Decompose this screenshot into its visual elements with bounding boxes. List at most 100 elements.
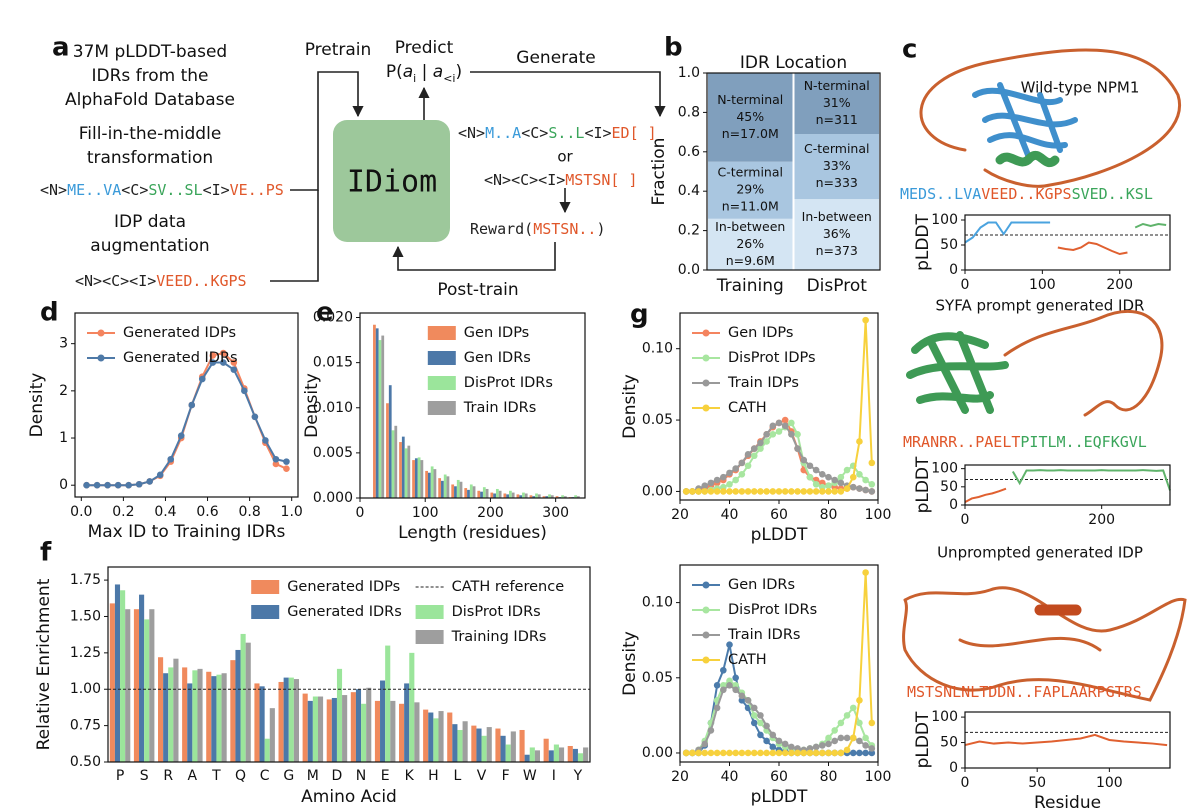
point (757, 719, 764, 727)
point (769, 488, 777, 495)
bar (385, 645, 391, 762)
point (849, 734, 857, 742)
point (849, 749, 857, 757)
data-label: 31% (823, 95, 851, 110)
bar (493, 493, 496, 498)
bar-segment (794, 134, 879, 200)
x-tick-label: 40 (721, 769, 739, 785)
point (757, 439, 764, 447)
point (849, 483, 857, 491)
point (209, 352, 217, 359)
x-tick-label: 300 (542, 505, 569, 521)
fim-text: transformation (87, 148, 213, 168)
bar (409, 652, 415, 762)
bar (534, 750, 540, 762)
bar (139, 594, 145, 762)
y-tick-label: 50 (940, 735, 958, 751)
legend-swatch (702, 656, 710, 664)
point (781, 740, 789, 748)
legend-swatch (702, 631, 710, 639)
point (843, 734, 851, 742)
x-tick-label: E (381, 768, 390, 784)
bar (269, 708, 275, 762)
point (806, 488, 814, 495)
x-axis-label: Amino Acid (301, 787, 397, 807)
structure-sequence: MRANRR..PAELTPITLM..EQFKGVL (903, 433, 1147, 451)
x-tick-label: 80 (820, 769, 838, 785)
point (701, 749, 709, 757)
point (763, 488, 770, 495)
bar (399, 442, 402, 498)
bar (307, 700, 313, 762)
point (868, 480, 876, 488)
point (837, 719, 845, 727)
count-label: n=11.0M (722, 199, 779, 214)
y-axis-label: Density (620, 374, 640, 439)
point (707, 727, 715, 734)
point (726, 488, 733, 495)
point (788, 743, 795, 751)
bar (206, 671, 212, 762)
bar (574, 495, 578, 498)
point (713, 488, 721, 495)
bar (216, 674, 222, 762)
line (1134, 222, 1167, 229)
text-segment: VEED..KGPS (981, 185, 1071, 203)
line (964, 221, 1051, 244)
point (775, 419, 783, 427)
point (825, 482, 832, 490)
fim-text: Fill-in-the-middle (79, 124, 222, 144)
point (701, 740, 709, 748)
bar (495, 488, 499, 498)
bar (420, 460, 424, 498)
source-text: AlphaFold Database (65, 90, 235, 110)
x-tick-label: Q (235, 768, 246, 784)
bar (366, 687, 372, 762)
x-axis-label: pLDDT (751, 525, 808, 545)
point (843, 746, 851, 754)
point (831, 476, 838, 484)
point (862, 569, 869, 576)
bar (558, 747, 565, 762)
x-tick-label: M (307, 768, 319, 784)
bar (211, 676, 217, 762)
x-axis-label: Max ID to Training IDRs (88, 522, 286, 542)
bar (192, 670, 198, 762)
text-segment: ME..VA (67, 181, 121, 199)
augmentation-text: IDP data (114, 212, 186, 232)
structure-image (919, 48, 1182, 188)
bar (283, 677, 289, 762)
point (732, 749, 739, 757)
bar (158, 657, 164, 762)
bar (144, 619, 150, 762)
legend-swatch (251, 580, 280, 594)
x-tick-label: 60 (770, 507, 788, 523)
point (812, 749, 820, 757)
point (831, 749, 838, 757)
point (769, 749, 777, 757)
point (713, 749, 721, 757)
point (695, 488, 702, 495)
chart-title: IDR Location (740, 53, 847, 73)
point (738, 749, 746, 757)
point (819, 749, 826, 757)
point (825, 734, 832, 742)
text-segment: i (413, 72, 416, 85)
point (806, 749, 814, 757)
x-tick-label: 0.4 (154, 504, 176, 520)
x-axis-label: Length (residues) (398, 523, 547, 543)
plot-frame (964, 214, 1171, 271)
bar (464, 488, 468, 498)
panel-label: a (52, 33, 70, 63)
bar (563, 496, 567, 498)
y-axis-label: Density (620, 631, 640, 696)
point (744, 451, 752, 458)
bar (561, 495, 564, 498)
point (713, 682, 721, 689)
point (114, 481, 122, 489)
point (794, 488, 801, 495)
text-segment: <I> (203, 181, 230, 199)
bar (235, 649, 241, 762)
point (825, 740, 832, 748)
x-tick-label: I (552, 768, 556, 784)
